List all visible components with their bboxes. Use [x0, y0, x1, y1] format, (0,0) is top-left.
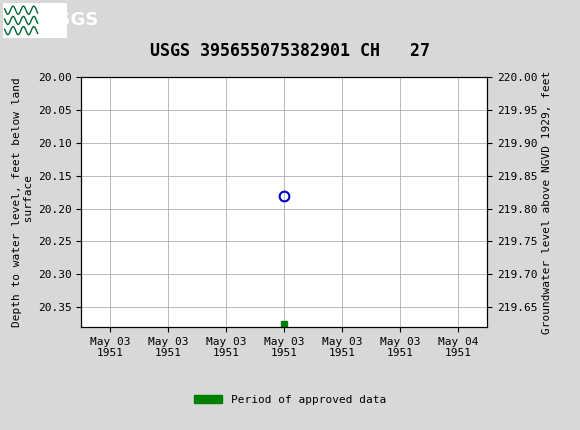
Text: USGS 395655075382901 CH   27: USGS 395655075382901 CH 27: [150, 42, 430, 60]
Legend: Period of approved data: Period of approved data: [190, 390, 390, 409]
Y-axis label: Groundwater level above NGVD 1929, feet: Groundwater level above NGVD 1929, feet: [542, 71, 552, 334]
Text: USGS: USGS: [44, 12, 99, 29]
Y-axis label: Depth to water level, feet below land
 surface: Depth to water level, feet below land su…: [12, 77, 34, 327]
FancyBboxPatch shape: [3, 3, 67, 37]
